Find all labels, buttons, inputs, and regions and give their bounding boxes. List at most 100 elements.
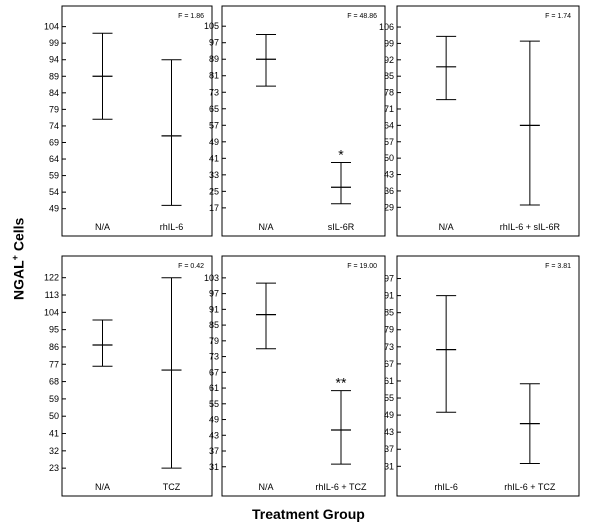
panel-3-y-tick-label: 71 <box>384 104 394 114</box>
x-axis-title: Treatment Group <box>252 506 365 522</box>
panel-5-y-tick-label: 61 <box>209 383 219 393</box>
panel-1-y-tick-label: 59 <box>49 171 59 181</box>
panel-5-y-tick-label: 43 <box>209 430 219 440</box>
panel-2-f-annotation: F = 48.86 <box>347 13 377 20</box>
panel-6-category-label: rhIL-6 + TCZ <box>504 482 556 492</box>
panel-2-y-tick-label: 89 <box>209 54 219 64</box>
panel-6-y-tick-label: 37 <box>384 444 394 454</box>
panel-2-y-tick-label: 41 <box>209 153 219 163</box>
panel-4-y-tick-label: 77 <box>49 359 59 369</box>
panel-4-y-tick-label: 104 <box>44 307 59 317</box>
panel-3-y-tick-label: 106 <box>379 22 394 32</box>
panel-1-category-label: N/A <box>95 222 110 232</box>
panel-1-y-tick-label: 79 <box>49 104 59 114</box>
panel-2-category-label: N/A <box>259 222 274 232</box>
panel-5-significance-mark: ** <box>336 375 347 391</box>
panel-2-y-tick-label: 97 <box>209 38 219 48</box>
y-axis-title-text: NGAL <box>10 260 27 300</box>
panel-5-y-tick-label: 73 <box>209 352 219 362</box>
panel-5-y-tick-label: 55 <box>209 399 219 409</box>
panel-2-y-tick-label: 105 <box>204 21 219 31</box>
panel-5-category-label: rhIL-6 + TCZ <box>315 482 367 492</box>
panel-6-y-tick-label: 97 <box>384 274 394 284</box>
panel-1-y-tick-label: 89 <box>49 71 59 81</box>
panel-4-y-tick-label: 86 <box>49 342 59 352</box>
panel-5-y-tick-label: 91 <box>209 304 219 314</box>
panel-5-y-tick-label: 97 <box>209 289 219 299</box>
panel-6-y-tick-label: 61 <box>384 376 394 386</box>
panel-3-y-tick-label: 64 <box>384 120 394 130</box>
y-axis-title-suffix: Cells <box>10 217 27 252</box>
panel-6-y-tick-label: 49 <box>384 410 394 420</box>
panel-4-y-tick-label: 32 <box>49 446 59 456</box>
panel-4-category-label: N/A <box>95 482 110 492</box>
panel-2-y-tick-label: 57 <box>209 120 219 130</box>
panel-3-y-tick-label: 29 <box>384 202 394 212</box>
panel-2-y-tick-label: 81 <box>209 71 219 81</box>
panel-3-frame <box>396 5 580 237</box>
panel-3-y-tick-label: 85 <box>384 71 394 81</box>
panel-2-frame <box>221 5 386 237</box>
panel-1-y-tick-label: 64 <box>49 154 59 164</box>
panel-3-y-tick-label: 92 <box>384 55 394 65</box>
panel-5-y-tick-label: 37 <box>209 446 219 456</box>
panel-1-category-label: rhIL-6 <box>160 222 184 232</box>
panel-6-y-tick-label: 43 <box>384 427 394 437</box>
panel-4-y-tick-label: 41 <box>49 429 59 439</box>
panel-4-frame <box>61 255 213 497</box>
panel-2-y-tick-label: 33 <box>209 170 219 180</box>
panel-1-y-tick-label: 94 <box>49 55 59 65</box>
panel-5-y-tick-label: 49 <box>209 415 219 425</box>
panel-6-y-tick-label: 79 <box>384 325 394 335</box>
panel-2-y-tick-label: 17 <box>209 203 219 213</box>
panel-6-y-tick-label: 85 <box>384 308 394 318</box>
panel-2-y-tick-label: 73 <box>209 87 219 97</box>
panel-4-category-label: TCZ <box>163 482 181 492</box>
panel-3-f-annotation: F = 1.74 <box>545 13 571 20</box>
panel-3-y-tick-label: 57 <box>384 137 394 147</box>
panel-1-y-tick-label: 104 <box>44 22 59 32</box>
panel-3-y-tick-label: 50 <box>384 153 394 163</box>
y-axis-title: NGAL+ Cells <box>10 218 27 300</box>
panel-2-y-tick-label: 25 <box>209 186 219 196</box>
panel-2-significance-mark: * <box>338 146 344 162</box>
panel-4-y-tick-label: 68 <box>49 377 59 387</box>
panel-1-f-annotation: F = 1.86 <box>178 13 204 20</box>
panel-4-y-tick-label: 50 <box>49 411 59 421</box>
panel-6-f-annotation: F = 3.81 <box>545 263 571 270</box>
panel-6-y-tick-label: 91 <box>384 291 394 301</box>
panel-6-frame <box>396 255 580 497</box>
panel-3-category-label: rhIL-6 + sIL-6R <box>500 222 561 232</box>
panel-3-category-label: N/A <box>439 222 454 232</box>
panel-3-y-tick-label: 43 <box>384 170 394 180</box>
panel-5-frame <box>221 255 386 497</box>
panel-1-y-tick-label: 54 <box>49 187 59 197</box>
panel-4-y-tick-label: 23 <box>49 463 59 473</box>
panel-2-y-tick-label: 65 <box>209 104 219 114</box>
panel-5-y-tick-label: 79 <box>209 336 219 346</box>
panel-3-y-tick-label: 78 <box>384 88 394 98</box>
panel-5-y-tick-label: 67 <box>209 367 219 377</box>
panel-5-f-annotation: F = 19.00 <box>347 263 377 270</box>
panel-1-frame <box>61 5 213 237</box>
panel-2-y-tick-label: 49 <box>209 137 219 147</box>
panel-1-y-tick-label: 99 <box>49 38 59 48</box>
panel-4-f-annotation: F = 0.42 <box>178 263 204 270</box>
panel-5-y-tick-label: 85 <box>209 320 219 330</box>
panel-3-y-tick-label: 36 <box>384 186 394 196</box>
panel-2-category-label: sIL-6R <box>328 222 355 232</box>
panel-5-y-tick-label: 103 <box>204 273 219 283</box>
panel-6-y-tick-label: 55 <box>384 393 394 403</box>
panel-3-y-tick-label: 99 <box>384 38 394 48</box>
panel-6-category-label: rhIL-6 <box>434 482 458 492</box>
panel-4-y-tick-label: 95 <box>49 325 59 335</box>
panel-1-y-tick-label: 74 <box>49 121 59 131</box>
panel-5-category-label: N/A <box>259 482 274 492</box>
panel-6-y-tick-label: 31 <box>384 461 394 471</box>
panel-4-y-tick-label: 113 <box>45 290 59 300</box>
panel-4-y-tick-label: 122 <box>44 273 59 283</box>
panel-4-y-tick-label: 59 <box>49 394 59 404</box>
panel-6-y-tick-label: 67 <box>384 359 394 369</box>
panel-1-y-tick-label: 49 <box>49 204 59 214</box>
